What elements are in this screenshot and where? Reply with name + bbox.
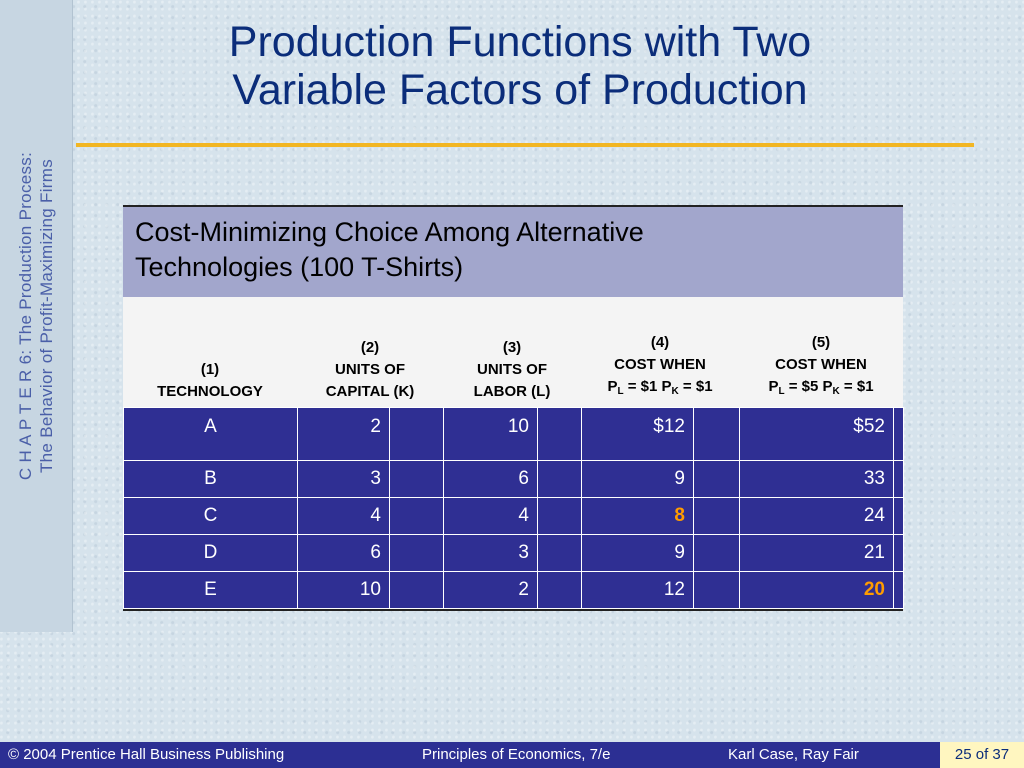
cost-2-cell-highlight: 20 — [739, 571, 894, 609]
spacer-cell — [693, 571, 740, 609]
spacer-cell — [893, 497, 904, 535]
table-caption-line1: Cost-Minimizing Choice Among Alternative — [135, 217, 644, 247]
chapter-sidebar: C H A P T E R 6: The Production Process:… — [0, 0, 73, 632]
cost-2-cell: $52 — [739, 407, 894, 461]
header-line: LABOR (L) — [473, 383, 551, 400]
spacer-cell — [537, 497, 582, 535]
header-technology: (1) TECHNOLOGY — [123, 359, 297, 403]
cost-table: Cost-Minimizing Choice Among Alternative… — [123, 205, 904, 611]
header-price-line: PL = $5 PK = $1 — [768, 378, 874, 397]
table-row: B 3 6 9 33 — [123, 460, 904, 498]
header-line: COST WHEN — [614, 356, 706, 373]
cost-1-cell: 12 — [581, 571, 694, 609]
spacer-cell — [389, 407, 444, 461]
cost-1-cell: $12 — [581, 407, 694, 461]
header-number: (5) — [811, 334, 831, 351]
capital-cell: 2 — [297, 407, 390, 461]
labor-cell: 6 — [443, 460, 538, 498]
header-number: (2) — [360, 339, 380, 356]
chapter-label-line2: The Behavior of Profit-Maximizing Firms — [37, 159, 56, 474]
capital-cell: 10 — [297, 571, 390, 609]
header-number: (4) — [650, 334, 670, 351]
slide-title-line1: Production Functions with Two — [228, 18, 812, 66]
labor-cell: 4 — [443, 497, 538, 535]
footer-bar: © 2004 Prentice Hall Business Publishing… — [0, 742, 1024, 768]
header-line: UNITS OF — [477, 361, 547, 378]
header-line: UNITS OF — [335, 361, 405, 378]
labor-cell: 10 — [443, 407, 538, 461]
header-number: (1) — [200, 361, 220, 378]
labor-cell: 3 — [443, 534, 538, 572]
header-cost-1: (4) COST WHEN PL = $1 PK = $1 — [581, 332, 739, 403]
header-labor: (3) UNITS OF LABOR (L) — [443, 337, 581, 403]
technology-cell: A — [123, 407, 298, 461]
slide-title-line2: Variable Factors of Production — [232, 66, 808, 114]
cost-2-cell: 21 — [739, 534, 894, 572]
table-header: (1) TECHNOLOGY (2) UNITS OF CAPITAL (K) … — [123, 297, 903, 407]
spacer-cell — [537, 534, 582, 572]
header-cost-2: (5) COST WHEN PL = $5 PK = $1 — [739, 332, 903, 403]
spacer-cell — [893, 534, 904, 572]
spacer-cell — [893, 407, 904, 461]
header-line: COST WHEN — [775, 356, 867, 373]
footer-authors: Karl Case, Ray Fair — [728, 746, 859, 763]
cost-table-body: A 2 10 $12 $52 B 3 6 9 33 — [123, 407, 904, 609]
table-row: A 2 10 $12 $52 — [123, 407, 904, 461]
technology-cell: E — [123, 571, 298, 609]
capital-cell: 6 — [297, 534, 390, 572]
capital-cell: 4 — [297, 497, 390, 535]
title-divider — [76, 143, 974, 147]
capital-cell: 3 — [297, 460, 390, 498]
table-row: D 6 3 9 21 — [123, 534, 904, 572]
cost-1-cell-highlight: 8 — [581, 497, 694, 535]
header-line: TECHNOLOGY — [157, 383, 263, 400]
header-line: CAPITAL (K) — [325, 383, 415, 400]
spacer-cell — [389, 534, 444, 572]
header-capital: (2) UNITS OF CAPITAL (K) — [297, 337, 443, 403]
spacer-cell — [693, 497, 740, 535]
spacer-cell — [693, 534, 740, 572]
technology-cell: B — [123, 460, 298, 498]
footer-book-title: Principles of Economics, 7/e — [422, 746, 611, 763]
chapter-label-line1: C H A P T E R 6: The Production Process: — [16, 151, 35, 481]
cost-2-cell: 24 — [739, 497, 894, 535]
header-number: (3) — [502, 339, 522, 356]
spacer-cell — [389, 460, 444, 498]
spacer-cell — [893, 460, 904, 498]
footer-copyright: © 2004 Prentice Hall Business Publishing — [8, 746, 285, 763]
spacer-cell — [537, 407, 582, 461]
chapter-label: C H A P T E R 6: The Production Process:… — [15, 152, 57, 480]
table-row: E 10 2 12 20 — [123, 571, 904, 609]
spacer-cell — [537, 460, 582, 498]
table-row: C 4 4 8 24 — [123, 497, 904, 535]
cost-1-cell: 9 — [581, 460, 694, 498]
cost-2-cell: 33 — [739, 460, 894, 498]
technology-cell: C — [123, 497, 298, 535]
slide-title: Production Functions with Two Variable F… — [100, 18, 940, 114]
technology-cell: D — [123, 534, 298, 572]
labor-cell: 2 — [443, 571, 538, 609]
spacer-cell — [693, 407, 740, 461]
spacer-cell — [893, 571, 904, 609]
header-price-line: PL = $1 PK = $1 — [607, 378, 713, 397]
spacer-cell — [389, 497, 444, 535]
table-caption: Cost-Minimizing Choice Among Alternative… — [123, 207, 903, 297]
cost-1-cell: 9 — [581, 534, 694, 572]
page-counter: 25 of 37 — [940, 742, 1024, 768]
spacer-cell — [389, 571, 444, 609]
spacer-cell — [693, 460, 740, 498]
table-caption-line2: Technologies (100 T-Shirts) — [135, 252, 464, 282]
spacer-cell — [537, 571, 582, 609]
